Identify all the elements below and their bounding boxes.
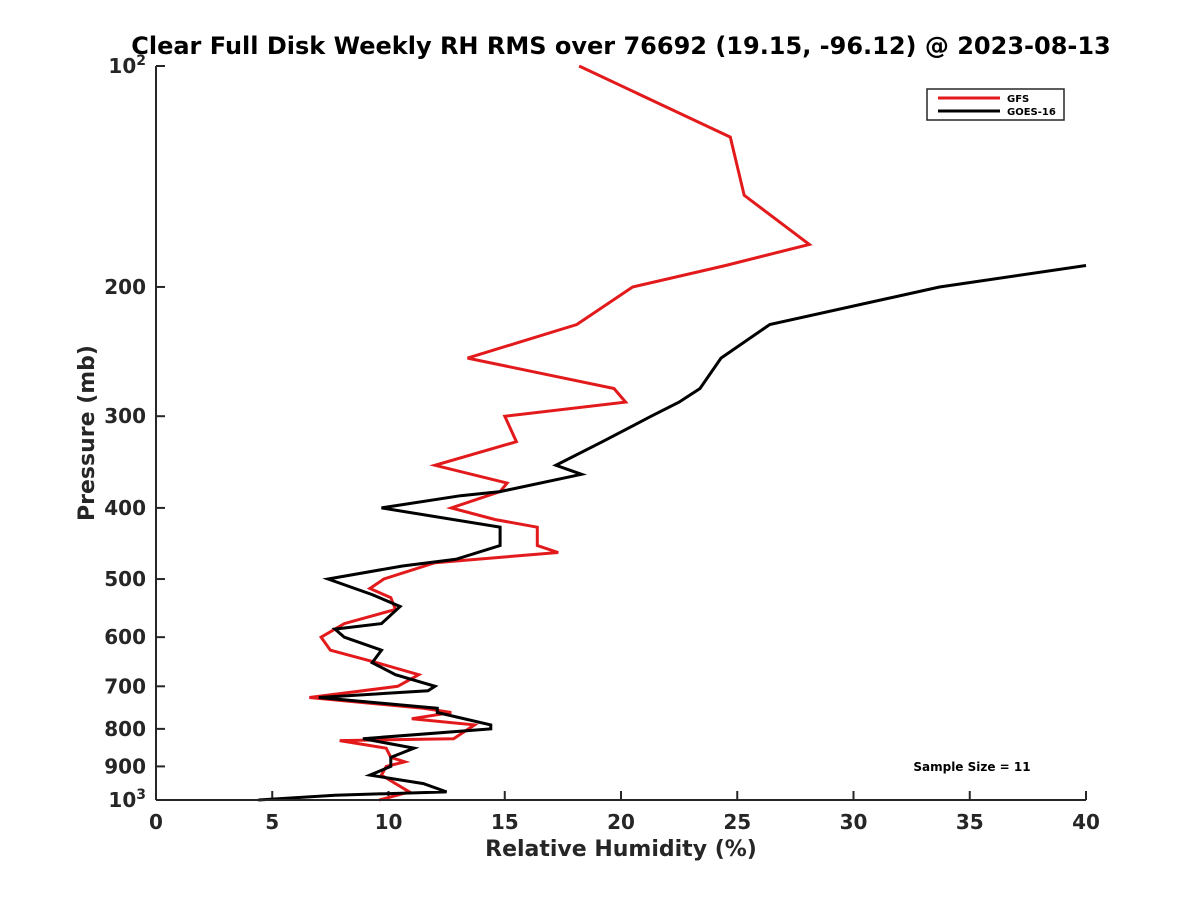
legend: GFS GOES-16	[926, 88, 1065, 121]
x-axis: 0 5 10 15 20 25 30 35 40	[149, 791, 1100, 834]
y-tick-label: 400	[104, 496, 146, 520]
plot-series	[258, 64, 1087, 802]
legend-label: GOES-16	[1007, 107, 1056, 118]
y-tick-label: 800	[104, 717, 146, 741]
y-axis: 102 200 300 400 500 600 700 800 900 103	[104, 53, 165, 812]
x-tick-label: 35	[956, 810, 984, 834]
x-tick-label: 20	[607, 810, 635, 834]
y-tick-label: 200	[104, 275, 146, 299]
y-tick-label: 103	[108, 787, 146, 812]
y-tick-label: 300	[104, 404, 146, 428]
x-tick-label: 40	[1072, 810, 1100, 834]
x-tick-label: 15	[491, 810, 519, 834]
series-line-goes-16	[258, 264, 1087, 802]
y-tick-label: 500	[104, 567, 146, 591]
y-tick-label: 700	[104, 674, 146, 698]
series-line-gfs	[309, 64, 813, 802]
x-axis-label: Relative Humidity (%)	[485, 837, 757, 862]
x-tick-label: 10	[375, 810, 403, 834]
chart-title: Clear Full Disk Weekly RH RMS over 76692…	[131, 32, 1111, 60]
legend-box	[926, 88, 1065, 121]
y-tick-label: 102	[108, 53, 146, 78]
x-tick-label: 5	[265, 810, 279, 834]
sample-size-note: Sample Size = 11	[913, 760, 1030, 774]
y-tick-label: 600	[104, 625, 146, 649]
x-tick-label: 30	[840, 810, 868, 834]
y-axis-label: Pressure (mb)	[75, 345, 100, 521]
legend-label: GFS	[1007, 94, 1029, 105]
x-tick-label: 25	[723, 810, 751, 834]
y-tick-label: 900	[104, 754, 146, 778]
x-tick-label: 0	[149, 810, 163, 834]
